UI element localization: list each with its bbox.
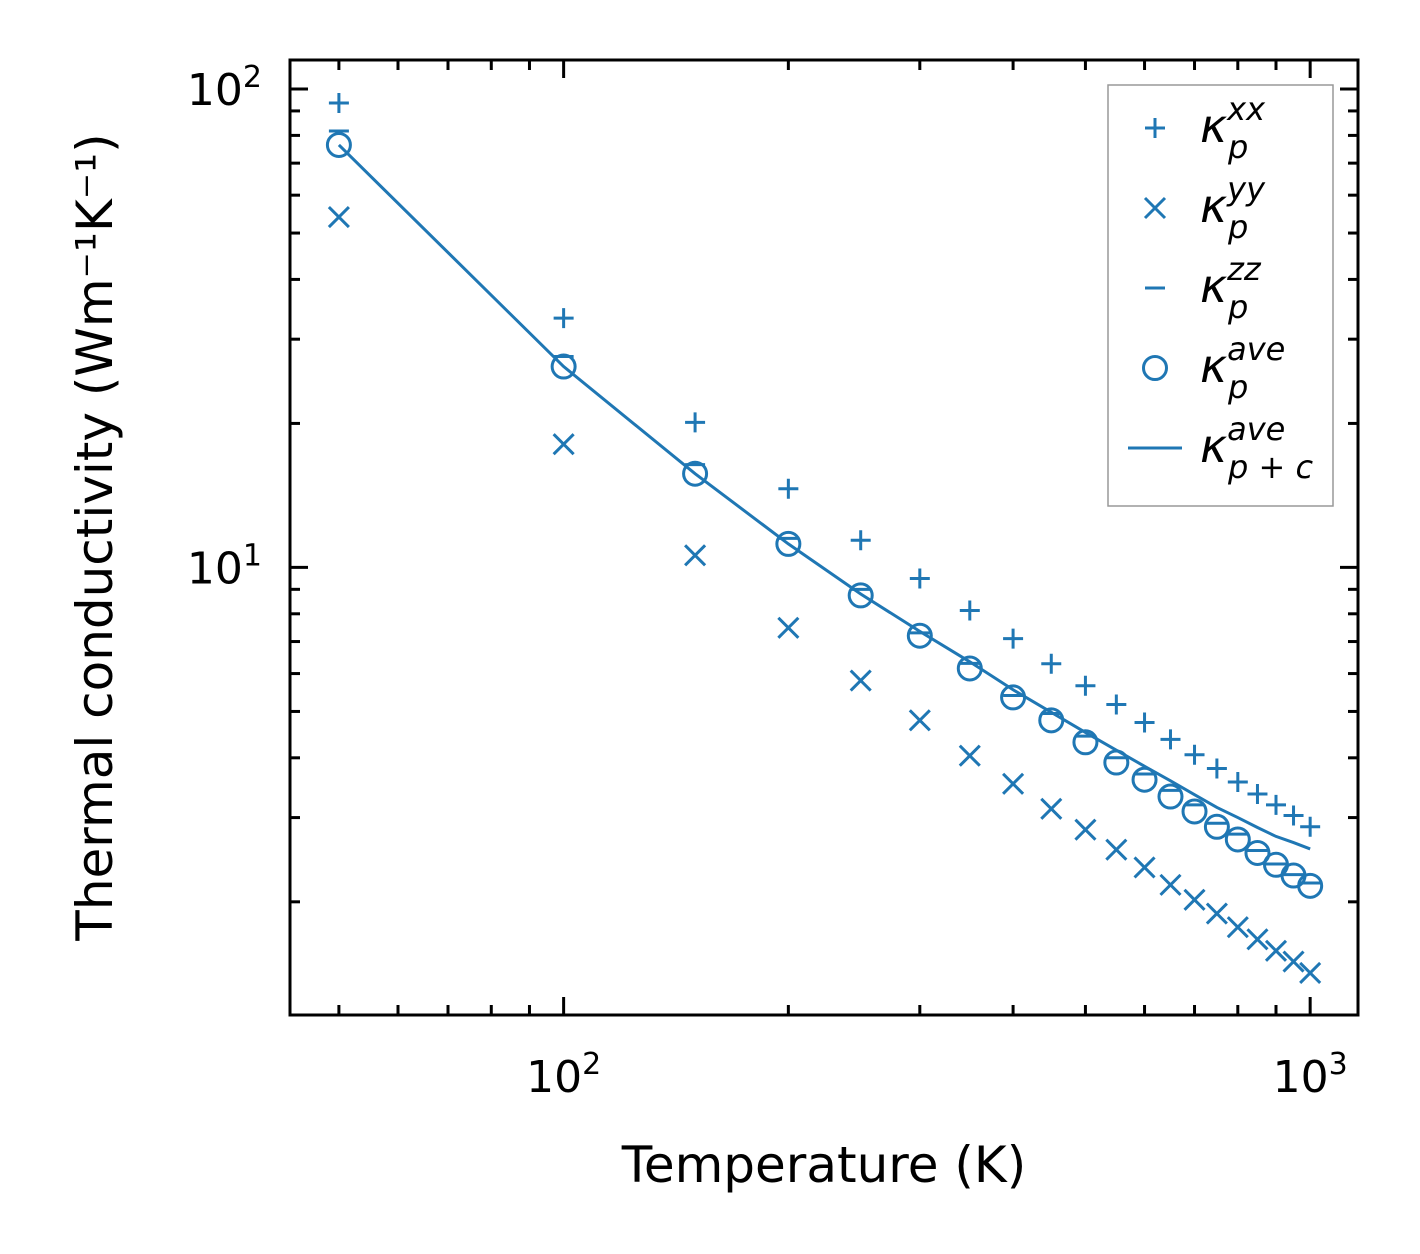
x-axis-label: Temperature (K) xyxy=(621,1136,1026,1194)
legend-label: κxx p xyxy=(1200,90,1266,166)
data-point xyxy=(1159,873,1182,896)
data-point xyxy=(850,530,871,551)
data-point xyxy=(1183,888,1206,911)
data-point xyxy=(1003,628,1024,649)
data-point xyxy=(1297,872,1324,899)
y-tick-label: 101 xyxy=(187,538,262,594)
axis-ticks: 102 103 101 102 xyxy=(187,60,1358,1103)
data-point xyxy=(550,353,577,380)
data-marks xyxy=(325,93,1324,985)
legend-marker-icon xyxy=(1145,118,1165,138)
data-point xyxy=(1226,916,1249,939)
y-tick-label: 102 xyxy=(187,60,262,116)
data-point xyxy=(1134,712,1155,733)
data-point xyxy=(1105,838,1128,861)
data-point xyxy=(777,616,800,639)
data-point xyxy=(1283,805,1304,826)
data-point xyxy=(1224,826,1251,853)
data-point xyxy=(1074,818,1097,841)
data-point xyxy=(908,709,931,732)
data-point xyxy=(1246,928,1269,951)
series-x xyxy=(327,205,1322,985)
data-point xyxy=(1206,758,1227,779)
data-point xyxy=(906,622,933,649)
legend-box xyxy=(1107,84,1334,507)
plot-frame xyxy=(288,58,1360,1017)
legend-marker-icon xyxy=(1143,196,1167,220)
legend-item: κzz p xyxy=(1145,250,1262,326)
data-point xyxy=(1106,694,1127,715)
series-plus xyxy=(328,93,1321,837)
data-point xyxy=(1041,653,1062,674)
data-point xyxy=(778,478,799,499)
data-point xyxy=(682,460,709,487)
data-point xyxy=(553,308,574,329)
data-point xyxy=(1203,813,1230,840)
data-point xyxy=(775,530,802,557)
series-line xyxy=(337,143,1311,851)
data-point xyxy=(1131,766,1158,793)
series-line xyxy=(337,143,1311,851)
data-point xyxy=(327,205,350,229)
data-point xyxy=(1205,902,1228,925)
data-point xyxy=(685,412,706,433)
data-point xyxy=(1244,839,1271,866)
data-point xyxy=(1075,675,1096,696)
x-tick-label: 103 xyxy=(1273,1047,1348,1103)
data-point xyxy=(1040,797,1063,820)
data-point xyxy=(958,744,981,767)
x-tick-label: 102 xyxy=(526,1047,601,1103)
data-point xyxy=(1299,961,1322,985)
data-point xyxy=(1133,856,1156,879)
data-point xyxy=(849,669,872,692)
data-point xyxy=(1181,798,1208,825)
legend-label: κave p xyxy=(1200,330,1285,406)
y-axis-label: Thermal conductivity (Wm⁻¹K⁻¹) xyxy=(66,133,124,941)
legend-label: κave p + c xyxy=(1200,410,1313,486)
legend-item: κyy p xyxy=(1143,170,1266,246)
data-point xyxy=(552,433,575,456)
data-point xyxy=(1072,729,1099,756)
data-point xyxy=(1247,784,1268,805)
legend-marker-icon xyxy=(1142,355,1168,381)
data-point xyxy=(1300,816,1321,837)
data-point xyxy=(959,600,980,621)
legend-item: κave p xyxy=(1142,330,1285,406)
data-point xyxy=(1184,744,1205,765)
data-point xyxy=(909,568,930,589)
data-point xyxy=(1227,772,1248,793)
data-point xyxy=(325,131,352,158)
legend-label: κyy p xyxy=(1200,170,1266,246)
data-point xyxy=(1282,950,1305,973)
data-point xyxy=(847,582,874,609)
legend-item: κave p + c xyxy=(1128,410,1313,486)
data-point xyxy=(1264,939,1288,962)
data-point xyxy=(1157,783,1184,810)
legend-label: κzz p xyxy=(1200,250,1262,326)
data-point xyxy=(328,93,349,114)
data-point xyxy=(684,544,707,567)
data-point xyxy=(1002,772,1025,795)
data-point xyxy=(1266,794,1286,815)
data-point xyxy=(1160,729,1181,750)
legend-item: κxx p xyxy=(1145,90,1266,166)
